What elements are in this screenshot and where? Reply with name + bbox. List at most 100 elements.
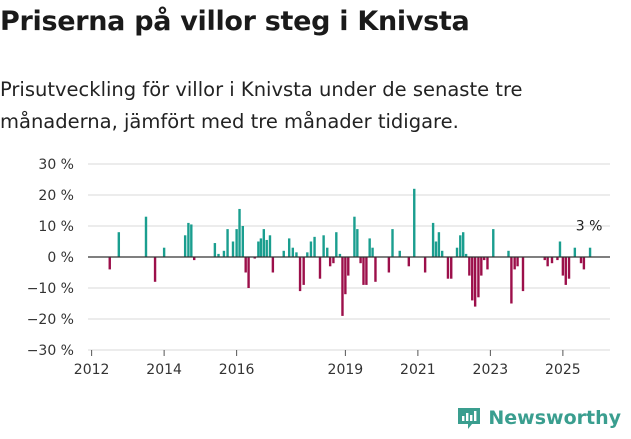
x-tick-label: 2021 — [400, 362, 436, 378]
bar — [347, 257, 350, 276]
bar — [362, 257, 365, 285]
bar — [398, 250, 401, 257]
bar — [247, 257, 250, 288]
y-tick-label: −10 % — [27, 281, 74, 297]
bar — [374, 257, 377, 282]
bar — [306, 252, 309, 257]
x-tick-label: 2012 — [74, 362, 110, 378]
bar — [579, 257, 583, 264]
bar — [407, 257, 411, 267]
bar — [190, 224, 193, 257]
bar — [322, 235, 325, 257]
x-tick-label: 2014 — [146, 362, 182, 378]
bar — [183, 235, 187, 257]
bar — [268, 235, 272, 257]
bar — [464, 253, 468, 257]
bar — [313, 236, 316, 257]
chart-subtitle: Prisutveckling för villor i Knivsta unde… — [0, 78, 523, 133]
bar — [259, 238, 263, 257]
bar — [434, 241, 438, 257]
x-axis: 2012 2014 2016 2019 2021 2023 2025 — [74, 350, 581, 378]
brand-logo: Newsworthy — [456, 405, 621, 431]
bar — [231, 241, 235, 257]
x-tick-label: 2016 — [219, 362, 255, 378]
bar — [309, 241, 313, 257]
bar — [473, 257, 477, 307]
bar — [253, 257, 256, 259]
x-tick-label: 2023 — [473, 362, 509, 378]
bar — [359, 257, 362, 264]
bar — [440, 250, 444, 257]
bar — [153, 257, 157, 282]
bar — [241, 226, 244, 257]
y-tick-label: 30 % — [38, 157, 74, 173]
bar — [543, 257, 546, 261]
bar — [391, 229, 394, 257]
last-value-annotation: 3 % — [576, 219, 603, 235]
bar — [353, 216, 356, 257]
bar — [437, 232, 441, 257]
y-tick-label: 20 % — [38, 188, 74, 204]
bar — [561, 257, 565, 276]
grid-lines — [88, 163, 610, 351]
bar — [298, 257, 302, 292]
y-tick-label: 10 % — [38, 219, 74, 235]
bar — [371, 247, 374, 257]
bar — [446, 257, 450, 279]
bar — [302, 257, 305, 285]
bar — [468, 257, 471, 276]
x-tick-label: 2025 — [545, 362, 581, 378]
bar — [510, 257, 513, 304]
bar — [222, 250, 226, 257]
bar — [335, 232, 338, 257]
bar — [238, 208, 241, 257]
bar — [193, 257, 196, 261]
bar — [365, 257, 368, 285]
bar — [588, 247, 592, 257]
bar — [244, 257, 247, 273]
bar — [521, 257, 525, 292]
bar — [546, 257, 549, 267]
bar — [486, 257, 489, 270]
y-tick-label: −30 % — [27, 343, 74, 359]
x-tick-label: 2019 — [328, 362, 364, 378]
bar — [431, 222, 435, 257]
bar — [295, 252, 298, 257]
bar — [287, 238, 291, 257]
bar — [513, 257, 516, 270]
bar — [558, 241, 562, 257]
newsworthy-logo-icon — [458, 408, 481, 429]
bar — [332, 257, 335, 264]
bar — [483, 257, 486, 261]
bar — [341, 257, 344, 316]
bar — [318, 257, 322, 279]
chart-title: Priserna på villor steg i Knivsta — [0, 6, 470, 37]
bar — [262, 229, 266, 257]
bar — [459, 235, 462, 257]
bar — [480, 257, 483, 276]
bar — [117, 232, 121, 257]
bar — [187, 222, 190, 257]
bar — [477, 257, 480, 298]
bar — [213, 243, 217, 257]
bar — [271, 257, 275, 273]
bar — [235, 229, 238, 257]
bar — [582, 257, 586, 270]
bar — [108, 257, 111, 270]
bar — [556, 257, 559, 261]
bar-chart: 30 %20 %10 %0 %−10 %−20 %−30 % 2012 2014 2… — [27, 157, 610, 378]
bar — [567, 257, 571, 279]
bar — [328, 257, 332, 267]
bar — [492, 229, 495, 257]
bar — [338, 253, 342, 257]
bar — [217, 253, 220, 257]
bar — [450, 257, 453, 279]
bar — [326, 247, 329, 257]
bar — [516, 257, 519, 267]
bar — [162, 247, 166, 257]
bar — [564, 257, 567, 285]
annotation: 3 % — [576, 219, 603, 235]
bar — [226, 229, 229, 257]
y-axis-labels: 30 % 20 % 10 % 0 % −10 % −20 % −30 % — [27, 157, 74, 359]
bar — [368, 238, 371, 257]
